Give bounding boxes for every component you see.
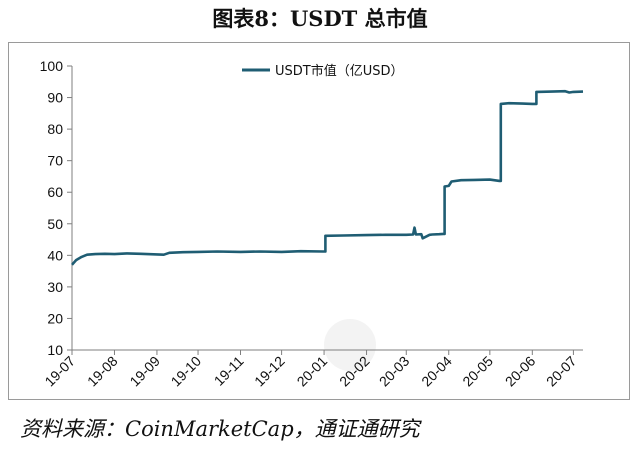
y-tick-label: 70 (47, 153, 63, 169)
usdt-series-line (71, 89, 584, 266)
x-tick-label: 20-04 (418, 353, 455, 390)
y-axis-ticks: 10 20 30 40 50 60 70 80 90 100 (40, 58, 72, 358)
legend: USDT市值（亿USD） (242, 63, 404, 79)
x-tick-label: 20-01 (294, 353, 331, 390)
x-tick-label: 19-10 (168, 353, 205, 390)
chart-title: 图表8：USDT 总市值 (212, 6, 428, 31)
x-tick-label: 19-07 (41, 353, 78, 390)
x-axis-ticks: 19-07 19-08 19-09 19-10 19-11 19-12 20-01 20-02… (41, 350, 580, 390)
y-tick-label: 50 (47, 216, 63, 232)
y-tick-label: 40 (47, 247, 63, 263)
x-tick-label: 20-03 (376, 353, 413, 390)
x-tick-label: 20-06 (502, 353, 539, 390)
x-tick-label: 20-07 (543, 353, 580, 390)
y-tick-label: 80 (47, 121, 63, 137)
y-tick-label: 20 (47, 310, 63, 326)
y-tick-label: 60 (47, 184, 63, 200)
y-tick-label: 30 (47, 279, 63, 295)
x-tick-label: 19-08 (84, 353, 121, 390)
y-tick-label: 100 (40, 58, 64, 74)
x-tick-label: 19-09 (126, 353, 163, 390)
y-tick-label: 90 (47, 90, 63, 106)
source-note: 资料来源：CoinMarketCap，通证通研究 (20, 417, 420, 441)
x-tick-label: 20-05 (459, 353, 496, 390)
x-tick-label: 19-11 (211, 353, 247, 389)
x-tick-label: 19-12 (251, 353, 288, 390)
chart-frame (8, 42, 630, 400)
legend-label: USDT市值（亿USD） (275, 63, 404, 79)
watermark (324, 319, 376, 371)
y-tick-label: 10 (47, 342, 63, 358)
